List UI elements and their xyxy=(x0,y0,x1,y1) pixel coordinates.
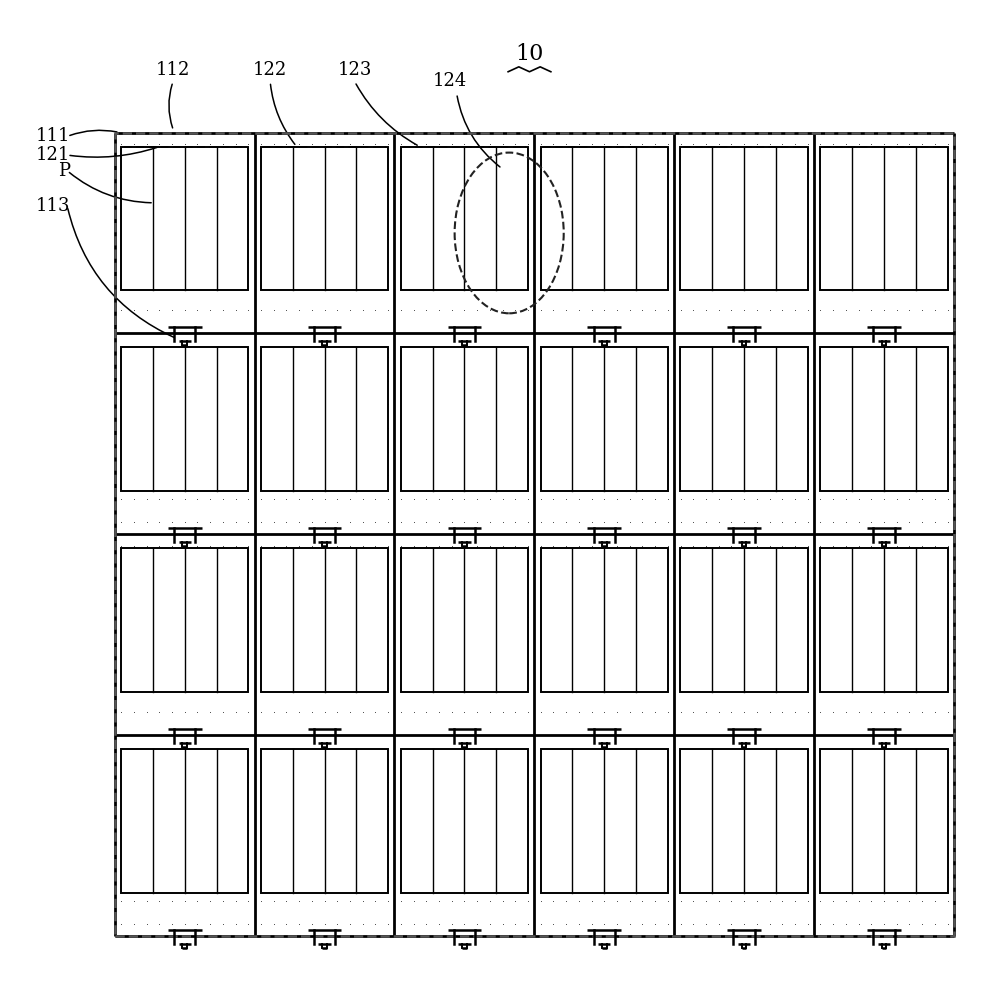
Text: 111: 111 xyxy=(36,127,70,145)
Bar xyxy=(121,548,249,692)
Bar xyxy=(400,147,528,290)
Bar xyxy=(541,749,668,893)
Bar xyxy=(121,147,249,290)
Text: 10: 10 xyxy=(515,43,544,65)
Bar xyxy=(681,147,808,290)
Bar xyxy=(400,548,528,692)
Bar xyxy=(400,347,528,491)
Bar xyxy=(261,749,388,893)
Bar xyxy=(821,147,947,290)
Text: 122: 122 xyxy=(253,61,287,79)
Bar xyxy=(261,147,388,290)
Bar xyxy=(121,548,249,692)
Bar xyxy=(121,347,249,491)
Bar xyxy=(400,548,528,692)
Bar xyxy=(115,133,954,936)
Bar xyxy=(121,749,249,893)
Bar xyxy=(821,749,947,893)
Text: P: P xyxy=(58,162,70,180)
Text: 124: 124 xyxy=(432,72,467,90)
Bar xyxy=(681,749,808,893)
Bar xyxy=(821,548,947,692)
Text: 113: 113 xyxy=(36,197,70,215)
Text: 123: 123 xyxy=(338,61,372,79)
Bar xyxy=(400,347,528,491)
Bar xyxy=(541,147,668,290)
Bar xyxy=(261,749,388,893)
Bar xyxy=(121,147,249,290)
Bar xyxy=(821,749,947,893)
Bar xyxy=(541,147,668,290)
Bar xyxy=(681,347,808,491)
Text: 112: 112 xyxy=(156,61,190,79)
Bar xyxy=(541,749,668,893)
Bar xyxy=(261,347,388,491)
Bar xyxy=(541,347,668,491)
Bar xyxy=(821,347,947,491)
Bar xyxy=(400,749,528,893)
Bar xyxy=(541,548,668,692)
Bar xyxy=(541,347,668,491)
Bar xyxy=(821,147,947,290)
Bar xyxy=(681,347,808,491)
Bar xyxy=(400,147,528,290)
Bar xyxy=(681,548,808,692)
Bar xyxy=(821,347,947,491)
Bar xyxy=(261,548,388,692)
Bar xyxy=(261,548,388,692)
Bar xyxy=(400,749,528,893)
Text: 121: 121 xyxy=(36,146,70,164)
Bar xyxy=(541,548,668,692)
Bar xyxy=(681,147,808,290)
Bar xyxy=(261,347,388,491)
Bar xyxy=(681,749,808,893)
Bar xyxy=(261,147,388,290)
Bar xyxy=(821,548,947,692)
Bar xyxy=(681,548,808,692)
Bar xyxy=(121,347,249,491)
Bar xyxy=(121,749,249,893)
